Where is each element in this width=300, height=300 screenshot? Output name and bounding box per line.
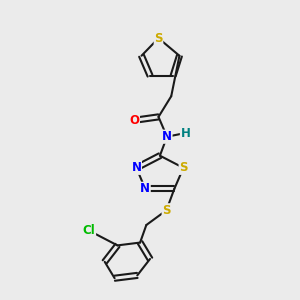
Text: N: N — [131, 161, 141, 174]
Text: S: S — [162, 204, 171, 217]
Text: S: S — [179, 161, 188, 174]
Text: Cl: Cl — [83, 224, 95, 237]
Text: N: N — [162, 130, 172, 143]
Text: O: O — [129, 114, 140, 127]
Text: S: S — [154, 32, 163, 45]
Text: N: N — [140, 182, 150, 195]
Text: H: H — [180, 127, 190, 140]
